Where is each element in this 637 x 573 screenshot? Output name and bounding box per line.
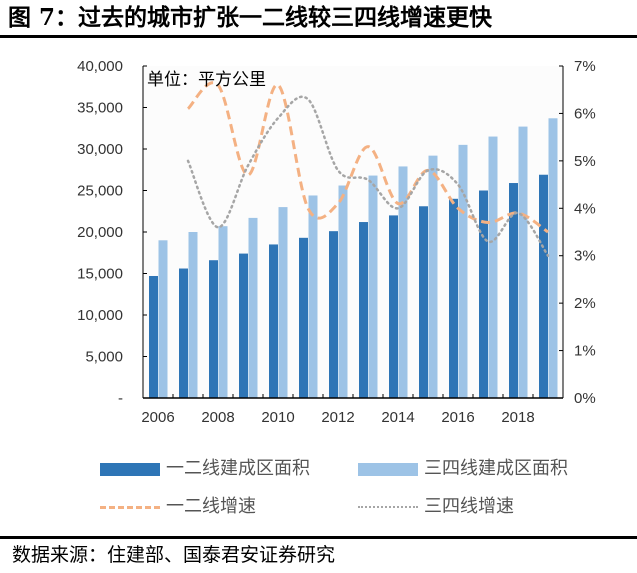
bar-tier12-2013	[359, 222, 368, 398]
bar-tier34-2012	[338, 185, 348, 398]
bar-tier12-2007	[179, 268, 188, 398]
right-tick-label: 5%	[574, 153, 596, 170]
title-rule	[0, 35, 637, 38]
bar-tier34-2014	[398, 166, 408, 398]
left-tick-label: 20,000	[77, 224, 123, 241]
legend-row-lines: 一二线增速 三四线增速	[100, 488, 620, 526]
bar-tier12-2015	[419, 206, 428, 398]
right-tick-label: 3%	[574, 248, 596, 265]
bar-tier12-2018	[509, 183, 518, 398]
bar-tier12-2010	[269, 244, 278, 398]
bar-tier34-2007	[188, 232, 198, 398]
bar-tier34-2019	[548, 118, 558, 398]
bar-tier12-2008	[209, 260, 218, 398]
left-tick-label: 25,000	[77, 183, 123, 200]
x-tick-label: 2016	[441, 409, 474, 426]
figure-title: 图 7：过去的城市扩张一二线较三四线增速更快	[8, 4, 493, 31]
bar-tier34-2017	[488, 136, 498, 399]
left-tick-label: 5,000	[85, 349, 123, 366]
legend-label-tier12-area: 一二线建成区面积	[166, 458, 310, 479]
tier12-growth-line	[186, 81, 549, 234]
bar-tier34-2011	[308, 195, 318, 398]
right-tick-label: 6%	[574, 105, 596, 122]
right-tick-label: 2%	[574, 295, 596, 312]
x-tick-label: 2008	[201, 409, 234, 426]
bar-tier12-2012	[329, 231, 338, 398]
bar-tier12-2011	[299, 237, 308, 398]
plot-area	[143, 66, 563, 398]
bar-tier34-2010	[278, 207, 288, 398]
left-tick-label: 10,000	[77, 307, 123, 324]
legend-item-tier12-area: 一二线建成区面积	[100, 458, 350, 480]
legend-item-tier34-growth: 三四线增速	[358, 496, 608, 518]
unit-note: 单位：平方公里	[147, 70, 266, 90]
bar-tier12-2006	[149, 275, 158, 398]
bar-tier12-2017	[479, 190, 488, 398]
legend-swatch-tier12-growth	[100, 505, 160, 509]
bar-tier34-2015	[428, 155, 438, 398]
legend-label-tier34-growth: 三四线增速	[424, 496, 514, 517]
legend-label-tier34-area: 三四线建成区面积	[424, 458, 568, 479]
left-tick-label: 40,000	[77, 58, 123, 75]
source-note: 数据来源：住建部、国泰君安证券研究	[12, 544, 336, 566]
legend-swatch-tier12-area	[100, 462, 160, 476]
bar-tier34-2008	[218, 226, 228, 398]
x-tick-label: 2014	[381, 409, 414, 426]
legend-item-tier34-area: 三四线建成区面积	[358, 458, 608, 480]
bar-tier34-2006	[158, 240, 168, 398]
bar-tier34-2009	[248, 217, 258, 398]
x-tick-label: 2010	[261, 409, 294, 426]
bar-tier34-2013	[368, 175, 378, 398]
bar-tier12-2014	[389, 215, 398, 398]
right-tick-label: 7%	[574, 58, 596, 75]
right-tick-label: 1%	[574, 343, 596, 360]
x-tick-label: 2006	[141, 409, 174, 426]
legend: 一二线建成区面积 三四线建成区面积 一二线增速 三四线增速	[100, 450, 620, 526]
left-tick-label: 30,000	[77, 141, 123, 158]
right-tick-label: 4%	[574, 200, 596, 217]
left-tick-label: 35,000	[77, 100, 123, 117]
footer-rule	[0, 536, 637, 539]
bar-tier12-2019	[539, 174, 548, 398]
x-tick-label: 2018	[501, 409, 534, 426]
bar-tier12-2009	[239, 253, 248, 398]
bar-tier34-2016	[458, 144, 468, 398]
right-tick-label: 0%	[574, 390, 596, 407]
legend-swatch-tier34-area	[358, 462, 418, 476]
x-tick-label: 2012	[321, 409, 354, 426]
chart: - 5,000 10,000 15,000 20,000 25,000 30,000 35,0…	[77, 58, 596, 426]
legend-item-tier12-growth: 一二线增速	[100, 496, 350, 518]
legend-row-bars: 一二线建成区面积 三四线建成区面积	[100, 450, 620, 488]
bar-tier12-2016	[449, 198, 458, 398]
left-tick-label: -	[118, 390, 123, 407]
bar-tier34-2018	[518, 126, 528, 398]
legend-swatch-tier34-growth	[358, 506, 418, 508]
left-tick-label: 15,000	[77, 266, 123, 283]
legend-label-tier12-growth: 一二线增速	[166, 496, 256, 517]
